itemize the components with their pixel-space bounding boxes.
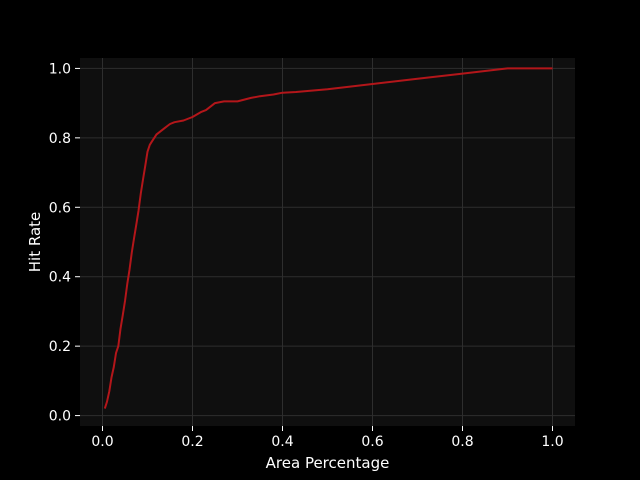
axis-ticks: 0.0 0.2 0.4 0.6 0.8 1.0 0.0 0.2 0.4 0.6 0.8 1.0: [49, 61, 564, 450]
y-tick-label: 0.8: [49, 131, 71, 147]
x-tick-label: 0.2: [181, 434, 203, 450]
x-tick-label: 0.6: [361, 434, 383, 450]
y-tick-label: 0.2: [49, 339, 71, 355]
series-layer: [103, 67, 553, 409]
x-tick-label: 0.4: [271, 434, 293, 450]
y-tick-label: 0.6: [49, 200, 71, 216]
y-axis-label: Hit Rate: [26, 212, 44, 273]
x-axis-label: Area Percentage: [266, 454, 390, 472]
y-tick-label: 1.0: [49, 61, 71, 77]
x-tick-label: 0.0: [91, 434, 113, 450]
x-tick-label: 1.0: [541, 434, 563, 450]
y-tick-label: 0.0: [49, 409, 71, 425]
y-tick-label: 0.4: [49, 270, 71, 286]
series-line: [103, 67, 553, 409]
x-tick-label: 0.8: [451, 434, 473, 450]
plot-area: [80, 58, 575, 426]
grid-lines: [80, 58, 575, 426]
